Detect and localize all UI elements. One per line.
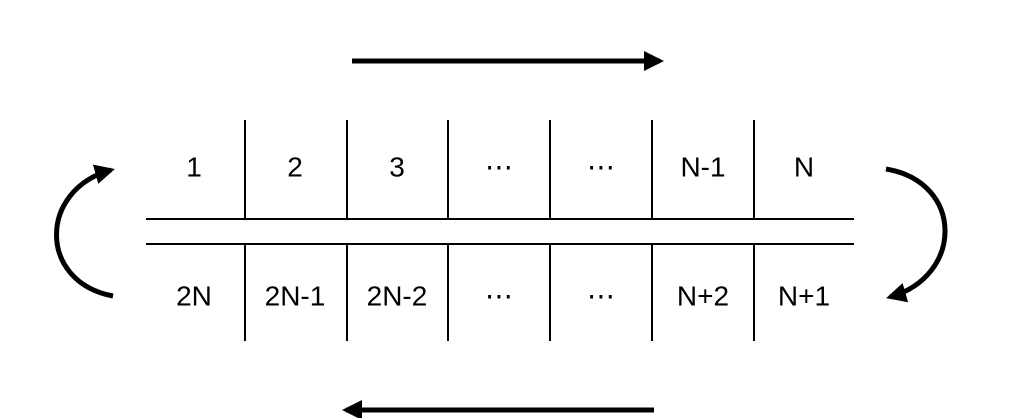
bottom-cell-label-2: 2N-1 bbox=[265, 281, 326, 312]
bottom-cell-label-4: ⋯ bbox=[485, 281, 513, 312]
bottom-cell-label-6: N+2 bbox=[677, 281, 729, 312]
top-cell-label-6: N-1 bbox=[680, 152, 725, 183]
top-cell-label-4: ⋯ bbox=[485, 152, 513, 183]
left-wrap-arrow bbox=[54, 164, 115, 299]
bottom-cell-label-3: 2N-2 bbox=[367, 281, 428, 312]
top-cell-label-1: 1 bbox=[186, 152, 202, 183]
top-cell-label-5: ⋯ bbox=[587, 152, 615, 183]
bottom-cell-label-7: N+1 bbox=[778, 281, 830, 312]
top-cell-label-3: 3 bbox=[389, 152, 405, 183]
top-cell-label-7: N bbox=[794, 152, 814, 183]
bottom-cell-label-1: 2N bbox=[176, 281, 212, 312]
bottom-cell-label-5: ⋯ bbox=[587, 281, 615, 312]
top-cell-label-2: 2 bbox=[287, 152, 303, 183]
right-wrap-arrow bbox=[885, 166, 948, 303]
